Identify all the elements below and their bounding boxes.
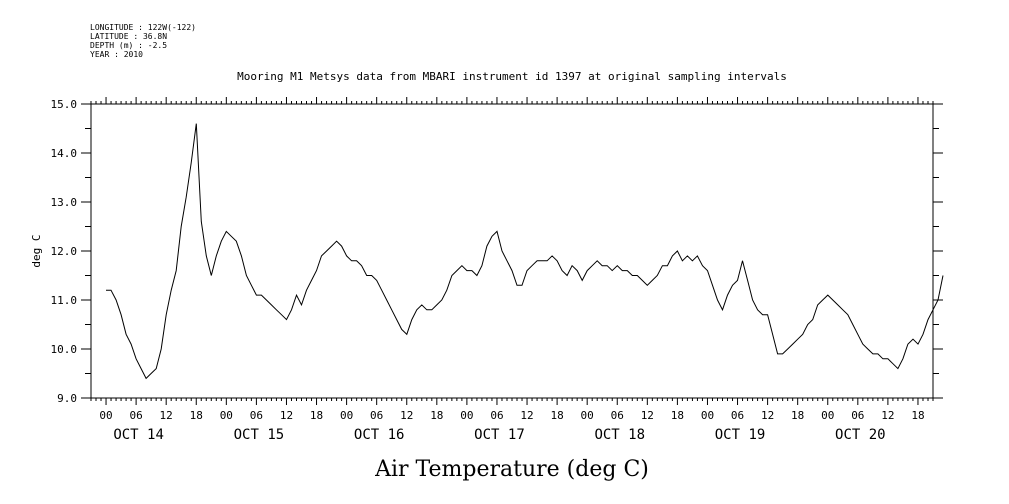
x-tick-label: 06: [370, 409, 383, 422]
day-label: OCT 18: [594, 427, 645, 443]
y-tick-label: 15.0: [51, 98, 78, 111]
x-tick-label: 18: [550, 409, 563, 422]
chart-title: Mooring M1 Metsys data from MBARI instru…: [237, 70, 787, 83]
x-tick-label: 12: [881, 409, 894, 422]
x-tick-label: 12: [280, 409, 293, 422]
header-metadata: LONGITUDE : 122W(-122) LATITUDE : 36.8N …: [90, 23, 196, 59]
x-tick-label: 18: [190, 409, 203, 422]
day-label: OCT 19: [715, 427, 766, 443]
longitude-label: LONGITUDE : 122W(-122): [90, 23, 196, 32]
series-line-air-temperature: [106, 123, 944, 380]
depth-label: DEPTH (m) : -2.5: [90, 41, 167, 50]
x-tick-label: 00: [701, 409, 714, 422]
x-tick-label: 12: [160, 409, 173, 422]
x-tick-label: 18: [430, 409, 443, 422]
x-tick-label: 00: [581, 409, 594, 422]
y-tick-label: 12.0: [51, 245, 78, 258]
y-tick-labels: 9.0 10.0 11.0 12.0 13.0 14.0 15.0: [51, 98, 78, 405]
x-tick-label: 18: [310, 409, 323, 422]
latitude-label: LATITUDE : 36.8N: [90, 32, 167, 41]
axis-ticks: [81, 97, 943, 405]
x-tick-label: 12: [400, 409, 413, 422]
x-tick-label: 12: [641, 409, 654, 422]
day-label: OCT 14: [113, 427, 164, 443]
x-tick-label: 12: [520, 409, 533, 422]
x-tick-label: 12: [761, 409, 774, 422]
x-tick-label: 06: [731, 409, 744, 422]
day-label: OCT 20: [835, 427, 886, 443]
y-tick-label: 10.0: [51, 343, 78, 356]
y-tick-label: 9.0: [57, 392, 77, 405]
y-tick-label: 13.0: [51, 196, 78, 209]
y-tick-label: 11.0: [51, 294, 78, 307]
x-tick-label: 06: [250, 409, 263, 422]
x-tick-label: 06: [611, 409, 624, 422]
x-tick-label: 06: [129, 409, 142, 422]
x-axis-label: Air Temperature (deg C): [374, 457, 649, 482]
x-tick-label: 18: [911, 409, 924, 422]
x-tick-label: 00: [460, 409, 473, 422]
day-labels: OCT 14 OCT 15 OCT 16 OCT 17 OCT 18 OCT 19 OCT …: [113, 427, 885, 443]
plot-frame: [90, 103, 934, 399]
y-axis-label: deg C: [30, 234, 43, 267]
x-tick-label: 00: [99, 409, 112, 422]
day-label: OCT 16: [354, 427, 405, 443]
x-tick-label: 06: [490, 409, 503, 422]
day-label: OCT 17: [474, 427, 525, 443]
year-label: YEAR : 2010: [90, 50, 143, 59]
x-tick-label: 00: [220, 409, 233, 422]
x-tick-label: 00: [340, 409, 353, 422]
y-tick-label: 14.0: [51, 147, 78, 160]
day-label: OCT 15: [234, 427, 285, 443]
x-tick-label: 18: [671, 409, 684, 422]
x-tick-label: 06: [851, 409, 864, 422]
x-tick-labels: 00 06 12 18 00 06 12 18 00 06 12 18 00 06 12 18 00 06 12 18…: [99, 409, 924, 422]
x-tick-label: 18: [791, 409, 804, 422]
x-tick-label: 00: [821, 409, 834, 422]
